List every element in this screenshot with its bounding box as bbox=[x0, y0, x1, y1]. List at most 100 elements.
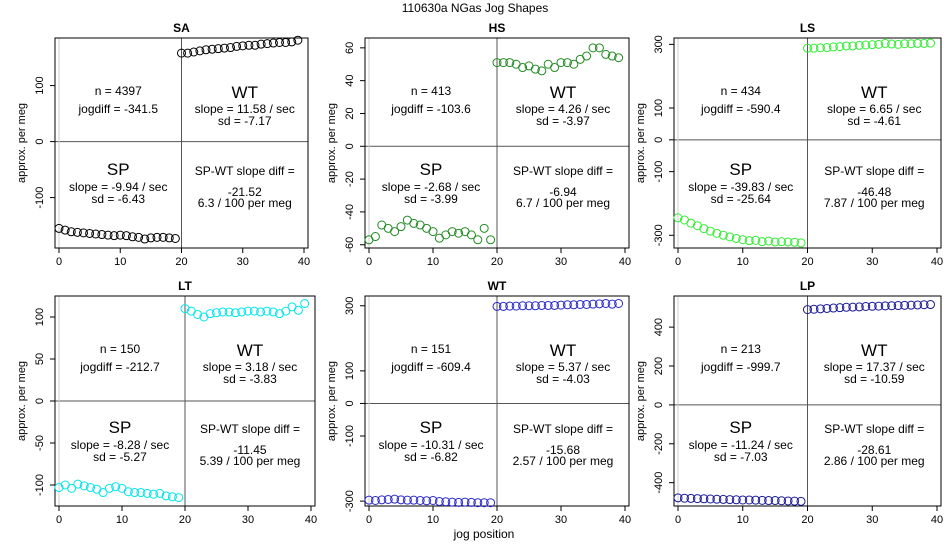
data-point-wt bbox=[530, 301, 540, 311]
data-point-sp bbox=[72, 227, 82, 237]
x-tick-label: 20 bbox=[801, 514, 813, 526]
y-tick-label: 0 bbox=[34, 398, 46, 404]
data-point-wt bbox=[926, 38, 936, 48]
wt-slope: slope = 5.37 / sec bbox=[516, 360, 610, 374]
data-point-wt bbox=[614, 53, 624, 63]
x-tick-label: 30 bbox=[555, 514, 567, 526]
data-point-wt bbox=[226, 43, 235, 53]
data-point-wt bbox=[537, 66, 547, 76]
data-point-sp bbox=[673, 213, 683, 223]
wt-slope: slope = 3.18 / sec bbox=[203, 360, 297, 374]
y-tick-label: -200 bbox=[653, 433, 665, 455]
panel-title: LT bbox=[178, 279, 192, 293]
data-point-sp bbox=[751, 235, 761, 245]
data-point-sp bbox=[757, 237, 767, 247]
data-point-wt bbox=[212, 308, 221, 318]
x-tick-label: 10 bbox=[114, 256, 126, 268]
data-point-sp bbox=[422, 496, 432, 506]
data-point-sp bbox=[54, 483, 64, 493]
data-point-sp bbox=[473, 235, 483, 245]
data-point-sp bbox=[796, 238, 806, 248]
slope-diff-label: SP-WT slope diff = bbox=[513, 164, 613, 178]
data-point-sp bbox=[79, 481, 89, 491]
data-point-sp bbox=[777, 237, 787, 247]
x-tick-label: 30 bbox=[555, 256, 567, 268]
x-tick-label: 20 bbox=[491, 514, 503, 526]
data-point-sp bbox=[428, 227, 438, 237]
data-point-wt bbox=[537, 300, 547, 310]
data-point-sp bbox=[770, 496, 780, 506]
data-point-sp bbox=[155, 488, 165, 498]
data-point-wt bbox=[601, 298, 611, 308]
y-tick-label: -50 bbox=[34, 435, 46, 451]
data-point-wt bbox=[809, 43, 819, 53]
data-point-wt bbox=[926, 300, 936, 310]
data-point-sp bbox=[731, 233, 741, 243]
panel-title: SA bbox=[173, 21, 190, 35]
sp-slope: slope = -8.28 / sec bbox=[71, 438, 169, 452]
data-point-wt bbox=[293, 305, 303, 315]
data-point-sp bbox=[111, 482, 121, 492]
data-point-wt bbox=[243, 306, 253, 316]
data-point-sp bbox=[486, 498, 496, 508]
y-tick-label: -60 bbox=[344, 237, 356, 253]
data-point-sp bbox=[770, 237, 780, 247]
data-point-sp bbox=[128, 232, 137, 242]
slope-diff-label: SP-WT slope diff = bbox=[200, 422, 300, 436]
sp-sd: sd = -5.27 bbox=[93, 450, 147, 464]
panel-lp: LP 0 10 20 30 40 -400 -200 0 200 400 approx. per me… bbox=[635, 279, 943, 526]
n-count: n = 150 bbox=[100, 342, 141, 356]
data-point-sp bbox=[460, 497, 470, 507]
data-point-wt bbox=[569, 59, 579, 69]
data-point-sp bbox=[764, 496, 774, 506]
x-tick-label: 40 bbox=[305, 514, 317, 526]
data-point-wt bbox=[822, 303, 832, 313]
data-point-wt bbox=[293, 35, 303, 45]
sp-label: SP bbox=[420, 418, 443, 437]
data-point-wt bbox=[887, 301, 897, 311]
data-point-wt bbox=[841, 302, 851, 312]
panel-title: HS bbox=[489, 21, 506, 35]
data-point-sp bbox=[121, 231, 131, 241]
data-point-sp bbox=[712, 228, 722, 238]
data-point-wt bbox=[607, 299, 617, 309]
data-point-sp bbox=[705, 226, 715, 236]
data-point-sp bbox=[85, 228, 95, 238]
y-tick-label: 100 bbox=[34, 308, 46, 326]
jogdiff-value: jogdiff = -999.7 bbox=[700, 360, 781, 374]
data-point-wt bbox=[281, 306, 291, 316]
data-point-wt bbox=[569, 300, 579, 310]
data-point-wt bbox=[505, 58, 515, 68]
data-point-wt bbox=[530, 64, 540, 74]
data-point-sp bbox=[679, 493, 689, 503]
data-point-wt bbox=[828, 303, 838, 313]
data-point-sp bbox=[396, 222, 406, 232]
data-point-wt bbox=[244, 40, 254, 50]
data-point-sp bbox=[777, 496, 787, 506]
data-point-wt bbox=[262, 39, 272, 49]
data-point-sp bbox=[434, 496, 444, 506]
data-point-sp bbox=[98, 488, 108, 498]
data-point-sp bbox=[441, 497, 451, 507]
data-point-sp bbox=[466, 497, 476, 507]
data-point-sp bbox=[718, 230, 728, 240]
y-tick-label: -400 bbox=[653, 472, 665, 494]
data-point-wt bbox=[887, 39, 897, 49]
data-point-wt bbox=[861, 302, 871, 311]
n-count: n = 4397 bbox=[95, 84, 142, 98]
y-tick-label: 0 bbox=[653, 402, 665, 408]
data-point-wt bbox=[287, 37, 297, 47]
data-point-sp bbox=[91, 229, 101, 239]
data-point-sp bbox=[396, 495, 406, 505]
jogdiff-value: jogdiff = -103.6 bbox=[390, 102, 471, 116]
data-point-wt bbox=[177, 48, 186, 58]
y-tick-label: 400 bbox=[653, 318, 665, 336]
n-count: n = 434 bbox=[721, 84, 762, 98]
data-point-wt bbox=[854, 40, 864, 50]
panel-sa: SA 0 10 20 30 40 -100 0 100 approx. per meg n = 43… bbox=[16, 21, 310, 268]
data-point-wt bbox=[607, 51, 617, 61]
y-axis-label: approx. per meg bbox=[635, 361, 647, 441]
y-axis-label: approx. per meg bbox=[16, 103, 28, 183]
wt-sd: sd = -3.97 bbox=[536, 114, 590, 128]
data-point-sp bbox=[757, 495, 767, 505]
